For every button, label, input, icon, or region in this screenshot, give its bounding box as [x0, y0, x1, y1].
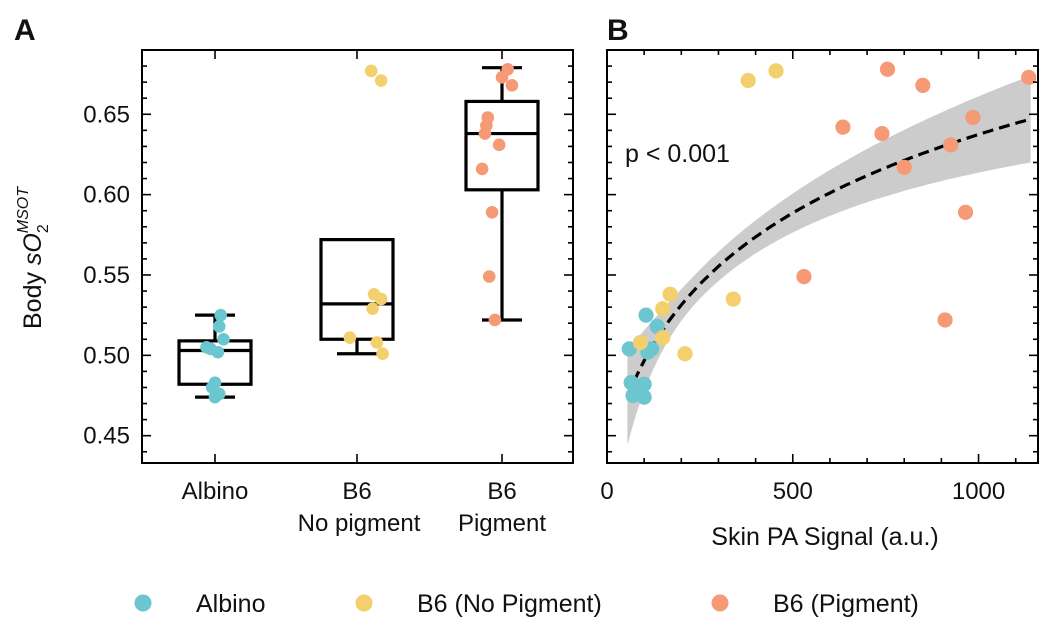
confidence-band	[627, 75, 1031, 446]
data-point	[632, 334, 649, 351]
data-point	[957, 204, 974, 220]
data-point	[896, 159, 912, 175]
legend-label: B6 (Pigment)	[773, 590, 919, 618]
data-point	[621, 341, 637, 357]
panel-b-letter: B	[607, 14, 629, 47]
strip-points	[200, 62, 519, 404]
data-point	[879, 61, 896, 77]
data-point	[482, 270, 496, 283]
box	[464, 66, 540, 322]
data-point	[937, 312, 953, 328]
x-tick-label: 1000	[952, 478, 1005, 505]
panel-a-letter: A	[14, 14, 36, 47]
panel-b-x-tick-labels: 0 500 1000	[600, 478, 1005, 505]
box-iqr	[319, 238, 395, 341]
data-point	[475, 162, 489, 176]
data-point	[485, 206, 499, 219]
y-tick-label: 0.60	[83, 182, 130, 209]
data-point	[374, 74, 388, 87]
data-point	[638, 307, 654, 323]
data-point	[623, 375, 639, 391]
data-point	[376, 347, 389, 361]
category-label: B6	[487, 478, 516, 505]
p-value-annotation: p < 0.001	[625, 140, 730, 168]
data-point	[217, 332, 230, 346]
data-point	[636, 389, 652, 405]
y-tick-label: 0.65	[83, 101, 130, 128]
y-tick-label: 0.45	[83, 423, 130, 450]
legend: Albino B6 (No Pigment) B6 (Pigment)	[134, 590, 919, 618]
data-point	[655, 330, 671, 346]
x-tick-label: 0	[600, 478, 613, 505]
category-label: B6	[342, 478, 371, 505]
legend-label: B6 (No Pigment)	[417, 590, 602, 618]
legend-marker	[711, 594, 729, 612]
data-point	[874, 125, 890, 142]
panel-a-x-tick-labels: Albino B6 No pigment B6 Pigment	[182, 478, 547, 537]
data-point	[655, 301, 671, 317]
panel-a-y-tick-labels: 0.45 0.50 0.55 0.60 0.65	[83, 101, 130, 449]
legend-entry: B6 (Pigment)	[711, 590, 919, 618]
data-point	[374, 292, 388, 306]
data-point	[649, 318, 665, 335]
data-point	[208, 390, 222, 404]
legend-label: Albino	[196, 590, 266, 618]
data-point	[492, 138, 506, 152]
data-point	[212, 320, 226, 333]
data-point	[915, 77, 931, 93]
data-point	[662, 286, 678, 302]
data-point	[366, 302, 379, 316]
data-point	[370, 336, 384, 349]
data-point	[495, 71, 509, 84]
data-point	[214, 308, 227, 322]
x-tick-label: 500	[773, 478, 813, 505]
panel-a-frame	[141, 49, 574, 464]
y-tick-label: 0.55	[83, 262, 130, 289]
data-point	[943, 137, 959, 153]
data-point	[478, 127, 492, 140]
data-point	[835, 119, 851, 135]
legend-marker	[355, 594, 373, 612]
panel-a: A 0.45 0.50 0.55 0.60 0.65 Albino B6 No pigmen…	[14, 14, 574, 537]
category-label: No pigment	[298, 510, 421, 537]
data-point	[625, 387, 641, 404]
category-label: Pigment	[458, 510, 546, 537]
legend-entry: Albino	[134, 590, 266, 618]
data-point	[725, 291, 741, 307]
data-point	[211, 345, 225, 359]
category-label: Albino	[182, 478, 249, 505]
data-point	[740, 72, 756, 89]
data-point	[796, 268, 812, 285]
y-tick-label: 0.50	[83, 342, 130, 369]
data-point	[965, 109, 981, 126]
panel-a-ticks	[142, 50, 573, 463]
legend-marker	[134, 594, 152, 612]
legend-entry: B6 (No Pigment)	[355, 590, 602, 618]
data-point	[343, 331, 357, 344]
data-point	[505, 79, 519, 92]
panel-b-frame	[606, 49, 1039, 464]
data-point	[488, 313, 502, 327]
panel-a-y-axis-label: Body sO2MSOT	[15, 186, 52, 329]
fit-curve	[625, 117, 1032, 398]
data-point	[677, 346, 693, 362]
scatter-points	[621, 61, 1037, 405]
panel-b-x-axis-label: Skin PA Signal (a.u.)	[711, 523, 938, 551]
data-point	[768, 63, 784, 79]
panel-b-ticks	[606, 50, 1038, 463]
data-point	[364, 64, 378, 78]
panel-b: B 0 500 1000 p < 0.001 Skin PA Signal (a.u…	[600, 14, 1039, 551]
data-point	[1021, 69, 1037, 85]
